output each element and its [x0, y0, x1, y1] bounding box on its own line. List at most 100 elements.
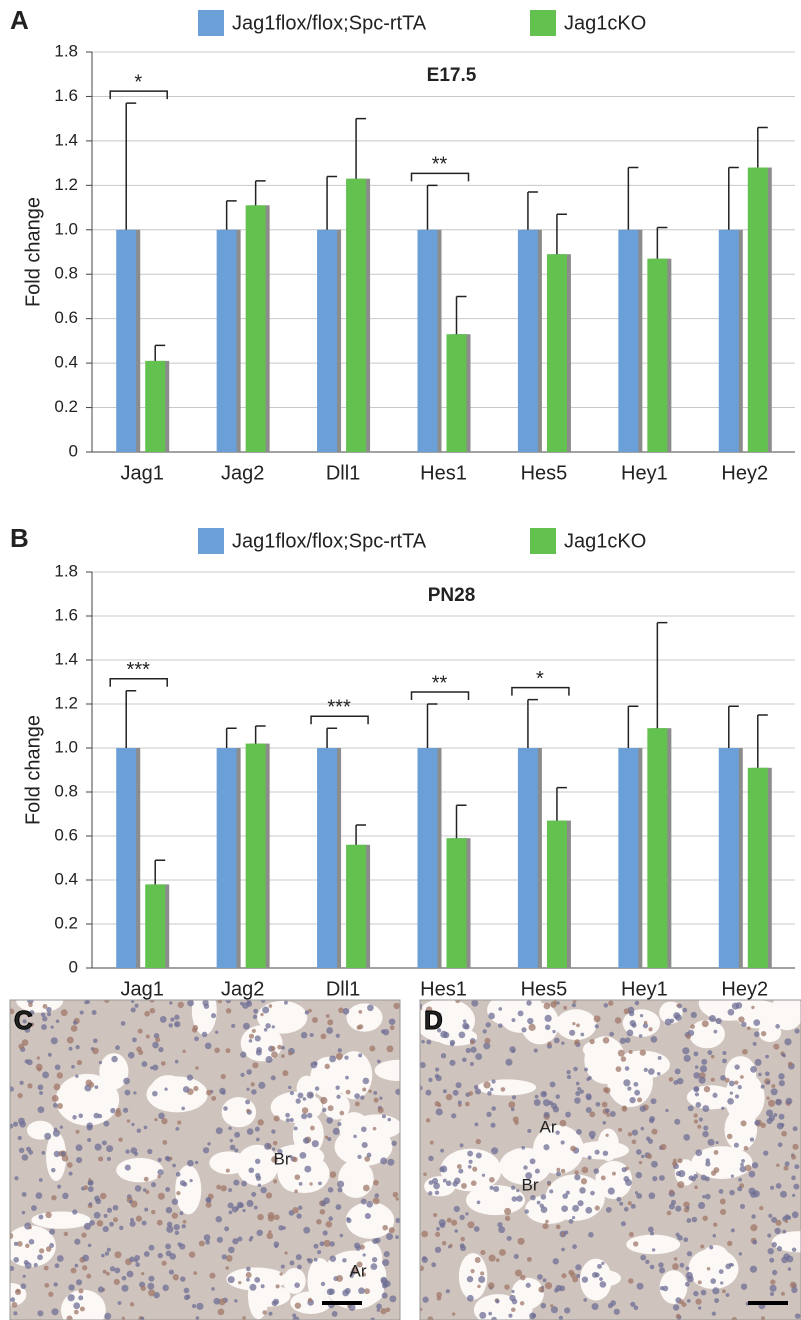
nucleus	[157, 1192, 165, 1200]
nucleus	[490, 1122, 496, 1128]
nucleus	[483, 1042, 491, 1050]
nucleus	[738, 1016, 745, 1023]
nucleus	[693, 1086, 699, 1093]
nucleus	[710, 1170, 717, 1176]
nucleus	[456, 1164, 462, 1169]
nucleus	[759, 1205, 764, 1211]
nucleus	[771, 1084, 776, 1089]
nucleus	[549, 1189, 554, 1194]
nucleus	[13, 1017, 19, 1023]
nucleus	[79, 1306, 85, 1312]
nucleus	[329, 1255, 337, 1262]
nucleus	[457, 1100, 462, 1105]
nucleus	[270, 1075, 276, 1081]
nucleus	[648, 1027, 653, 1032]
nucleus	[285, 1112, 290, 1118]
nucleus	[517, 1010, 524, 1017]
nucleus	[109, 1266, 116, 1272]
airspace	[236, 1144, 279, 1186]
nucleus	[538, 1286, 545, 1293]
nucleus	[700, 1289, 707, 1296]
bar	[346, 178, 367, 452]
nucleus	[18, 1147, 25, 1154]
nucleus	[311, 1017, 318, 1024]
nucleus	[555, 1130, 560, 1135]
nucleus	[83, 1185, 89, 1191]
nucleus	[248, 1033, 255, 1039]
nucleus	[376, 1308, 380, 1312]
nucleus	[724, 1077, 730, 1083]
bar	[417, 229, 438, 452]
nucleus	[327, 1019, 334, 1026]
error-bar	[556, 213, 567, 255]
nucleus	[710, 1054, 715, 1059]
nucleus	[791, 1211, 799, 1219]
nucleus	[737, 1085, 742, 1090]
nucleus	[794, 1164, 800, 1170]
nucleus	[24, 1027, 31, 1033]
nucleus	[452, 1089, 459, 1096]
nucleus	[389, 1025, 395, 1031]
nucleus	[263, 1027, 268, 1032]
nucleus	[675, 1313, 681, 1319]
nucleus	[51, 1095, 59, 1102]
nucleus	[594, 1205, 600, 1211]
nucleus	[707, 1050, 713, 1056]
nucleus	[387, 1158, 395, 1166]
nucleus	[630, 1301, 636, 1307]
nucleus	[737, 1186, 743, 1192]
nucleus	[215, 1030, 219, 1034]
nucleus	[560, 1168, 566, 1174]
nucleus	[760, 1084, 765, 1089]
nucleus	[628, 1010, 635, 1017]
nucleus	[760, 1316, 766, 1320]
error-bar	[627, 705, 639, 748]
nucleus	[521, 1027, 527, 1033]
nucleus	[445, 1093, 453, 1101]
bar	[446, 838, 467, 968]
nucleus	[51, 1194, 57, 1201]
nucleus	[486, 1111, 492, 1118]
nucleus	[516, 1189, 520, 1193]
nucleus	[93, 1112, 100, 1119]
nucleus	[135, 1262, 140, 1267]
nucleus	[715, 1140, 719, 1145]
nucleus	[202, 1147, 210, 1154]
nucleus	[134, 1185, 142, 1192]
nucleus	[327, 1137, 332, 1142]
nucleus	[252, 1062, 259, 1069]
nucleus	[78, 1113, 84, 1119]
nucleus	[181, 1224, 186, 1229]
nucleus	[386, 1233, 394, 1241]
nucleus	[781, 1130, 787, 1137]
nucleus	[362, 1077, 370, 1085]
bar	[317, 229, 338, 452]
nucleus	[534, 1094, 539, 1099]
nucleus	[730, 1228, 735, 1233]
nucleus	[121, 1284, 129, 1292]
nucleus	[28, 1225, 32, 1230]
nucleus	[282, 1070, 289, 1077]
nucleus	[70, 1267, 77, 1274]
nucleus	[784, 1219, 789, 1224]
nucleus	[420, 1062, 426, 1069]
nucleus	[470, 1180, 477, 1187]
nucleus	[564, 1230, 569, 1235]
nucleus	[439, 1166, 445, 1173]
nucleus	[29, 1010, 35, 1016]
nucleus	[134, 1003, 139, 1008]
airspace	[150, 1075, 187, 1107]
nucleus	[778, 1080, 785, 1087]
nucleus	[564, 1307, 571, 1314]
nucleus	[495, 1299, 500, 1304]
nucleus	[576, 1128, 582, 1135]
nucleus	[511, 1095, 517, 1100]
nucleus	[510, 1185, 516, 1190]
nucleus	[534, 1168, 540, 1174]
nucleus	[640, 1254, 647, 1261]
nucleus	[265, 1023, 271, 1029]
nucleus	[361, 1141, 368, 1149]
nucleus	[511, 1307, 516, 1312]
nucleus	[210, 1013, 217, 1019]
nucleus	[94, 1143, 102, 1151]
